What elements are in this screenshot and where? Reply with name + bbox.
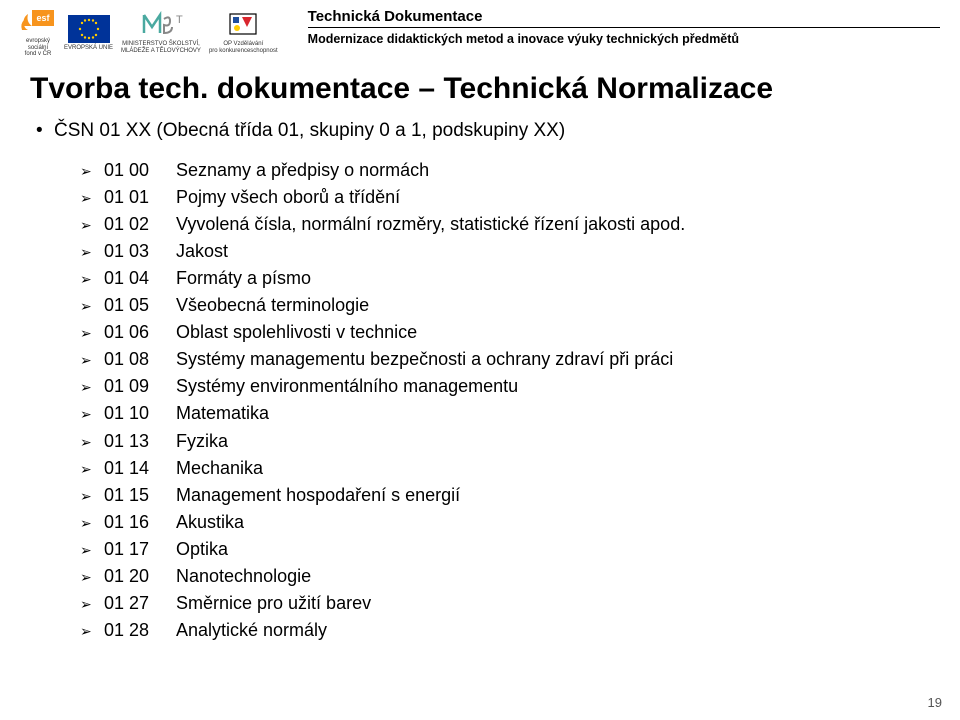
op-caption-1: OP Vzdělávání: [223, 41, 263, 48]
list-item: ➢01 14Mechanika: [80, 455, 930, 481]
item-desc: Všeobecná terminologie: [176, 292, 930, 318]
arrow-icon: ➢: [80, 215, 104, 235]
item-code: 01 00: [104, 157, 176, 183]
item-desc: Management hospodaření s energií: [176, 482, 930, 508]
item-code: 01 08: [104, 346, 176, 372]
item-code: 01 03: [104, 238, 176, 264]
list-item: ➢01 28Analytické normály: [80, 617, 930, 643]
arrow-icon: ➢: [80, 242, 104, 262]
item-desc: Analytické normály: [176, 617, 930, 643]
list-item: ➢01 00Seznamy a předpisy o normách: [80, 157, 930, 183]
arrow-icon: ➢: [80, 350, 104, 370]
esf-caption-3: fond v ČR: [25, 51, 52, 58]
page-title: Tvorba tech. dokumentace – Technická Nor…: [30, 72, 930, 106]
item-code: 01 10: [104, 400, 176, 426]
item-desc: Vyvolená čísla, normální rozměry, statis…: [176, 211, 930, 237]
list-item: ➢01 09Systémy environmentálního manageme…: [80, 373, 930, 399]
esf-logo: esf evropský sociální fond v ČR: [20, 8, 56, 58]
item-desc: Matematika: [176, 400, 930, 426]
header-subtitle: Modernizace didaktických metod a inovace…: [308, 32, 940, 46]
arrow-icon: ➢: [80, 540, 104, 560]
item-desc: Optika: [176, 536, 930, 562]
eu-caption: EVROPSKÁ UNIE: [64, 45, 113, 52]
header-divider: [308, 27, 940, 28]
list-item: ➢01 10Matematika: [80, 400, 930, 426]
list-item: ➢01 15Management hospodaření s energií: [80, 482, 930, 508]
item-desc: Seznamy a předpisy o normách: [176, 157, 930, 183]
item-code: 01 09: [104, 373, 176, 399]
content: Tvorba tech. dokumentace – Technická Nor…: [0, 62, 960, 643]
arrow-icon: ➢: [80, 486, 104, 506]
list-item: ➢01 01Pojmy všech oborů a třídění: [80, 184, 930, 210]
item-code: 01 15: [104, 482, 176, 508]
msmt-caption-1: MINISTERSTVO ŠKOLSTVÍ,: [122, 41, 200, 48]
logo-row: esf evropský sociální fond v ČR: [20, 8, 278, 58]
list-item: ➢01 08Systémy managementu bezpečnosti a …: [80, 346, 930, 372]
list-item: ➢01 13Fyzika: [80, 428, 930, 454]
svg-text:T: T: [176, 14, 183, 26]
arrow-icon: ➢: [80, 432, 104, 452]
header-text: Technická Dokumentace Modernizace didakt…: [288, 8, 940, 46]
arrow-icon: ➢: [80, 513, 104, 533]
item-desc: Nanotechnologie: [176, 563, 930, 589]
item-code: 01 16: [104, 509, 176, 535]
arrow-icon: ➢: [80, 621, 104, 641]
item-desc: Formáty a písmo: [176, 265, 930, 291]
item-code: 01 20: [104, 563, 176, 589]
header-title: Technická Dokumentace: [308, 8, 940, 25]
op-logo: OP Vzdělávání pro konkurenceschopnost: [209, 11, 278, 54]
op-caption-2: pro konkurenceschopnost: [209, 48, 278, 55]
item-desc: Pojmy všech oborů a třídění: [176, 184, 930, 210]
arrow-icon: ➢: [80, 404, 104, 424]
item-code: 01 02: [104, 211, 176, 237]
list-item: ➢01 17Optika: [80, 536, 930, 562]
svg-text:esf: esf: [36, 13, 50, 23]
bullet-line: • ČSN 01 XX (Obecná třída 01, skupiny 0 …: [36, 120, 930, 143]
bullet-text: ČSN 01 XX (Obecná třída 01, skupiny 0 a …: [54, 120, 565, 142]
list-item: ➢01 05Všeobecná terminologie: [80, 292, 930, 318]
item-code: 01 13: [104, 428, 176, 454]
list-item: ➢01 04Formáty a písmo: [80, 265, 930, 291]
item-desc: Jakost: [176, 238, 930, 264]
item-desc: Systémy managementu bezpečnosti a ochran…: [176, 346, 930, 372]
item-desc: Oblast spolehlivosti v technice: [176, 319, 930, 345]
arrow-icon: ➢: [80, 567, 104, 587]
header: esf evropský sociální fond v ČR: [0, 0, 960, 62]
page-number: 19: [928, 695, 942, 710]
item-code: 01 04: [104, 265, 176, 291]
arrow-icon: ➢: [80, 459, 104, 479]
list-item: ➢01 27Směrnice pro užití barev: [80, 590, 930, 616]
arrow-icon: ➢: [80, 161, 104, 181]
item-code: 01 05: [104, 292, 176, 318]
msmt-logo: T MINISTERSTVO ŠKOLSTVÍ, MLÁDEŽE A TĚLOV…: [121, 11, 201, 54]
list-item: ➢01 20Nanotechnologie: [80, 563, 930, 589]
list-item: ➢01 02Vyvolená čísla, normální rozměry, …: [80, 211, 930, 237]
arrow-icon: ➢: [80, 377, 104, 397]
arrow-icon: ➢: [80, 188, 104, 208]
list-item: ➢01 16Akustika: [80, 509, 930, 535]
arrow-icon: ➢: [80, 323, 104, 343]
list-item: ➢01 03Jakost: [80, 238, 930, 264]
item-desc: Akustika: [176, 509, 930, 535]
item-code: 01 01: [104, 184, 176, 210]
arrow-icon: ➢: [80, 594, 104, 614]
item-code: 01 14: [104, 455, 176, 481]
arrow-icon: ➢: [80, 296, 104, 316]
item-code: 01 17: [104, 536, 176, 562]
eu-logo: EVROPSKÁ UNIE: [64, 15, 113, 52]
arrow-icon: ➢: [80, 269, 104, 289]
items-list: ➢01 00Seznamy a předpisy o normách➢01 01…: [80, 157, 930, 644]
item-desc: Směrnice pro užití barev: [176, 590, 930, 616]
item-desc: Systémy environmentálního managementu: [176, 373, 930, 399]
list-item: ➢01 06Oblast spolehlivosti v technice: [80, 319, 930, 345]
item-desc: Mechanika: [176, 455, 930, 481]
item-code: 01 27: [104, 590, 176, 616]
item-desc: Fyzika: [176, 428, 930, 454]
msmt-caption-2: MLÁDEŽE A TĚLOVÝCHOVY: [121, 48, 201, 55]
bullet-icon: •: [36, 120, 54, 143]
item-code: 01 28: [104, 617, 176, 643]
esf-caption-1: evropský: [26, 38, 50, 45]
item-code: 01 06: [104, 319, 176, 345]
